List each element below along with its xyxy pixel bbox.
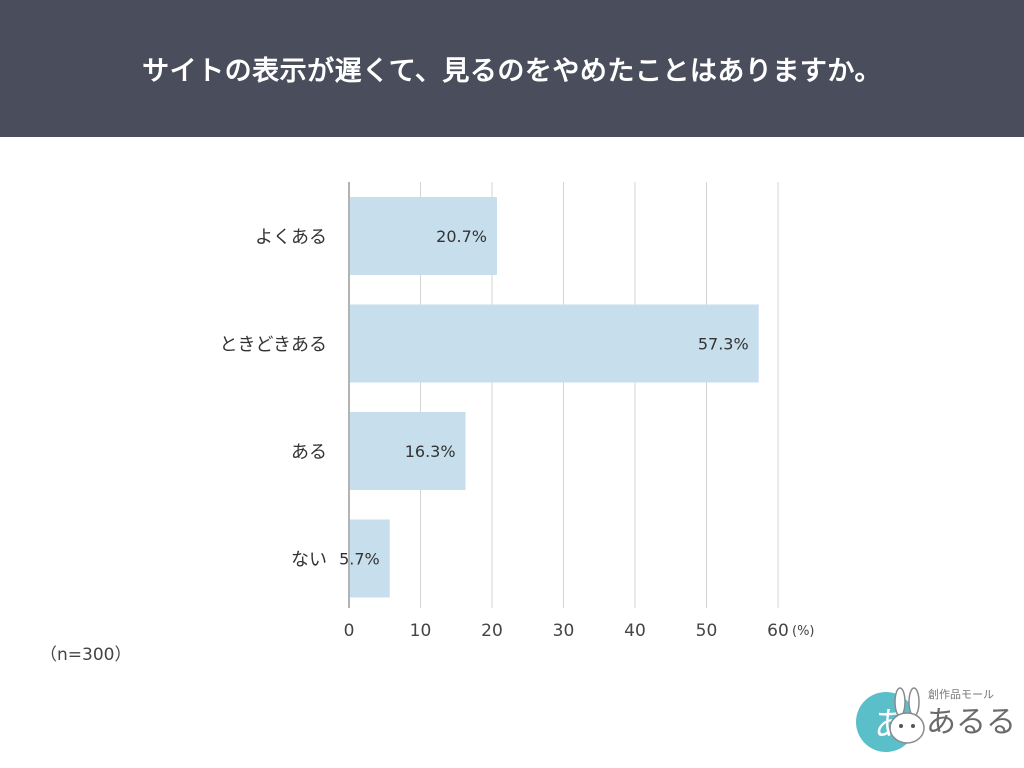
brand-logo: あ 創作品モール あるる — [856, 687, 1016, 752]
x-tick-label: 0 — [344, 621, 355, 637]
bar-value-label: 20.7% — [436, 227, 487, 246]
header-bar: サイトの表示が遅くて、見るのをやめたことはありますか。 — [0, 0, 1024, 137]
bar-chart: 20.7% よくある 57.3% ときどきある 16.3% ある 5.7% ない 0 10 20 30… — [220, 182, 815, 637]
bar-value-label: 5.7% — [339, 550, 380, 569]
category-label: ある — [291, 442, 327, 463]
x-tick-label: 20 — [481, 621, 503, 637]
category-label: ない — [291, 550, 327, 571]
bar — [350, 304, 759, 383]
bar — [350, 519, 390, 598]
x-tick-label: 40 — [624, 621, 646, 637]
chart-title: サイトの表示が遅くて、見るのをやめたことはありますか。 — [142, 56, 882, 87]
bar-value-label: 16.3% — [405, 442, 456, 461]
bar-value-label: 57.3% — [698, 335, 749, 354]
rabbit-icon — [889, 687, 925, 744]
sample-size-note: （n=300） — [40, 645, 132, 665]
bar — [350, 197, 498, 275]
bar — [350, 412, 466, 490]
x-unit-label: (%) — [792, 624, 815, 637]
logo-brand-large: あるる — [926, 705, 1016, 740]
x-tick-label: 10 — [410, 621, 432, 637]
x-tick-label: 30 — [553, 621, 575, 637]
category-label: ときどきある — [220, 335, 327, 356]
logo-brand-small: 創作品モール — [928, 687, 994, 701]
x-tick-label: 50 — [696, 621, 718, 637]
category-label: よくある — [255, 227, 327, 248]
x-tick-label: 60 — [767, 621, 789, 637]
